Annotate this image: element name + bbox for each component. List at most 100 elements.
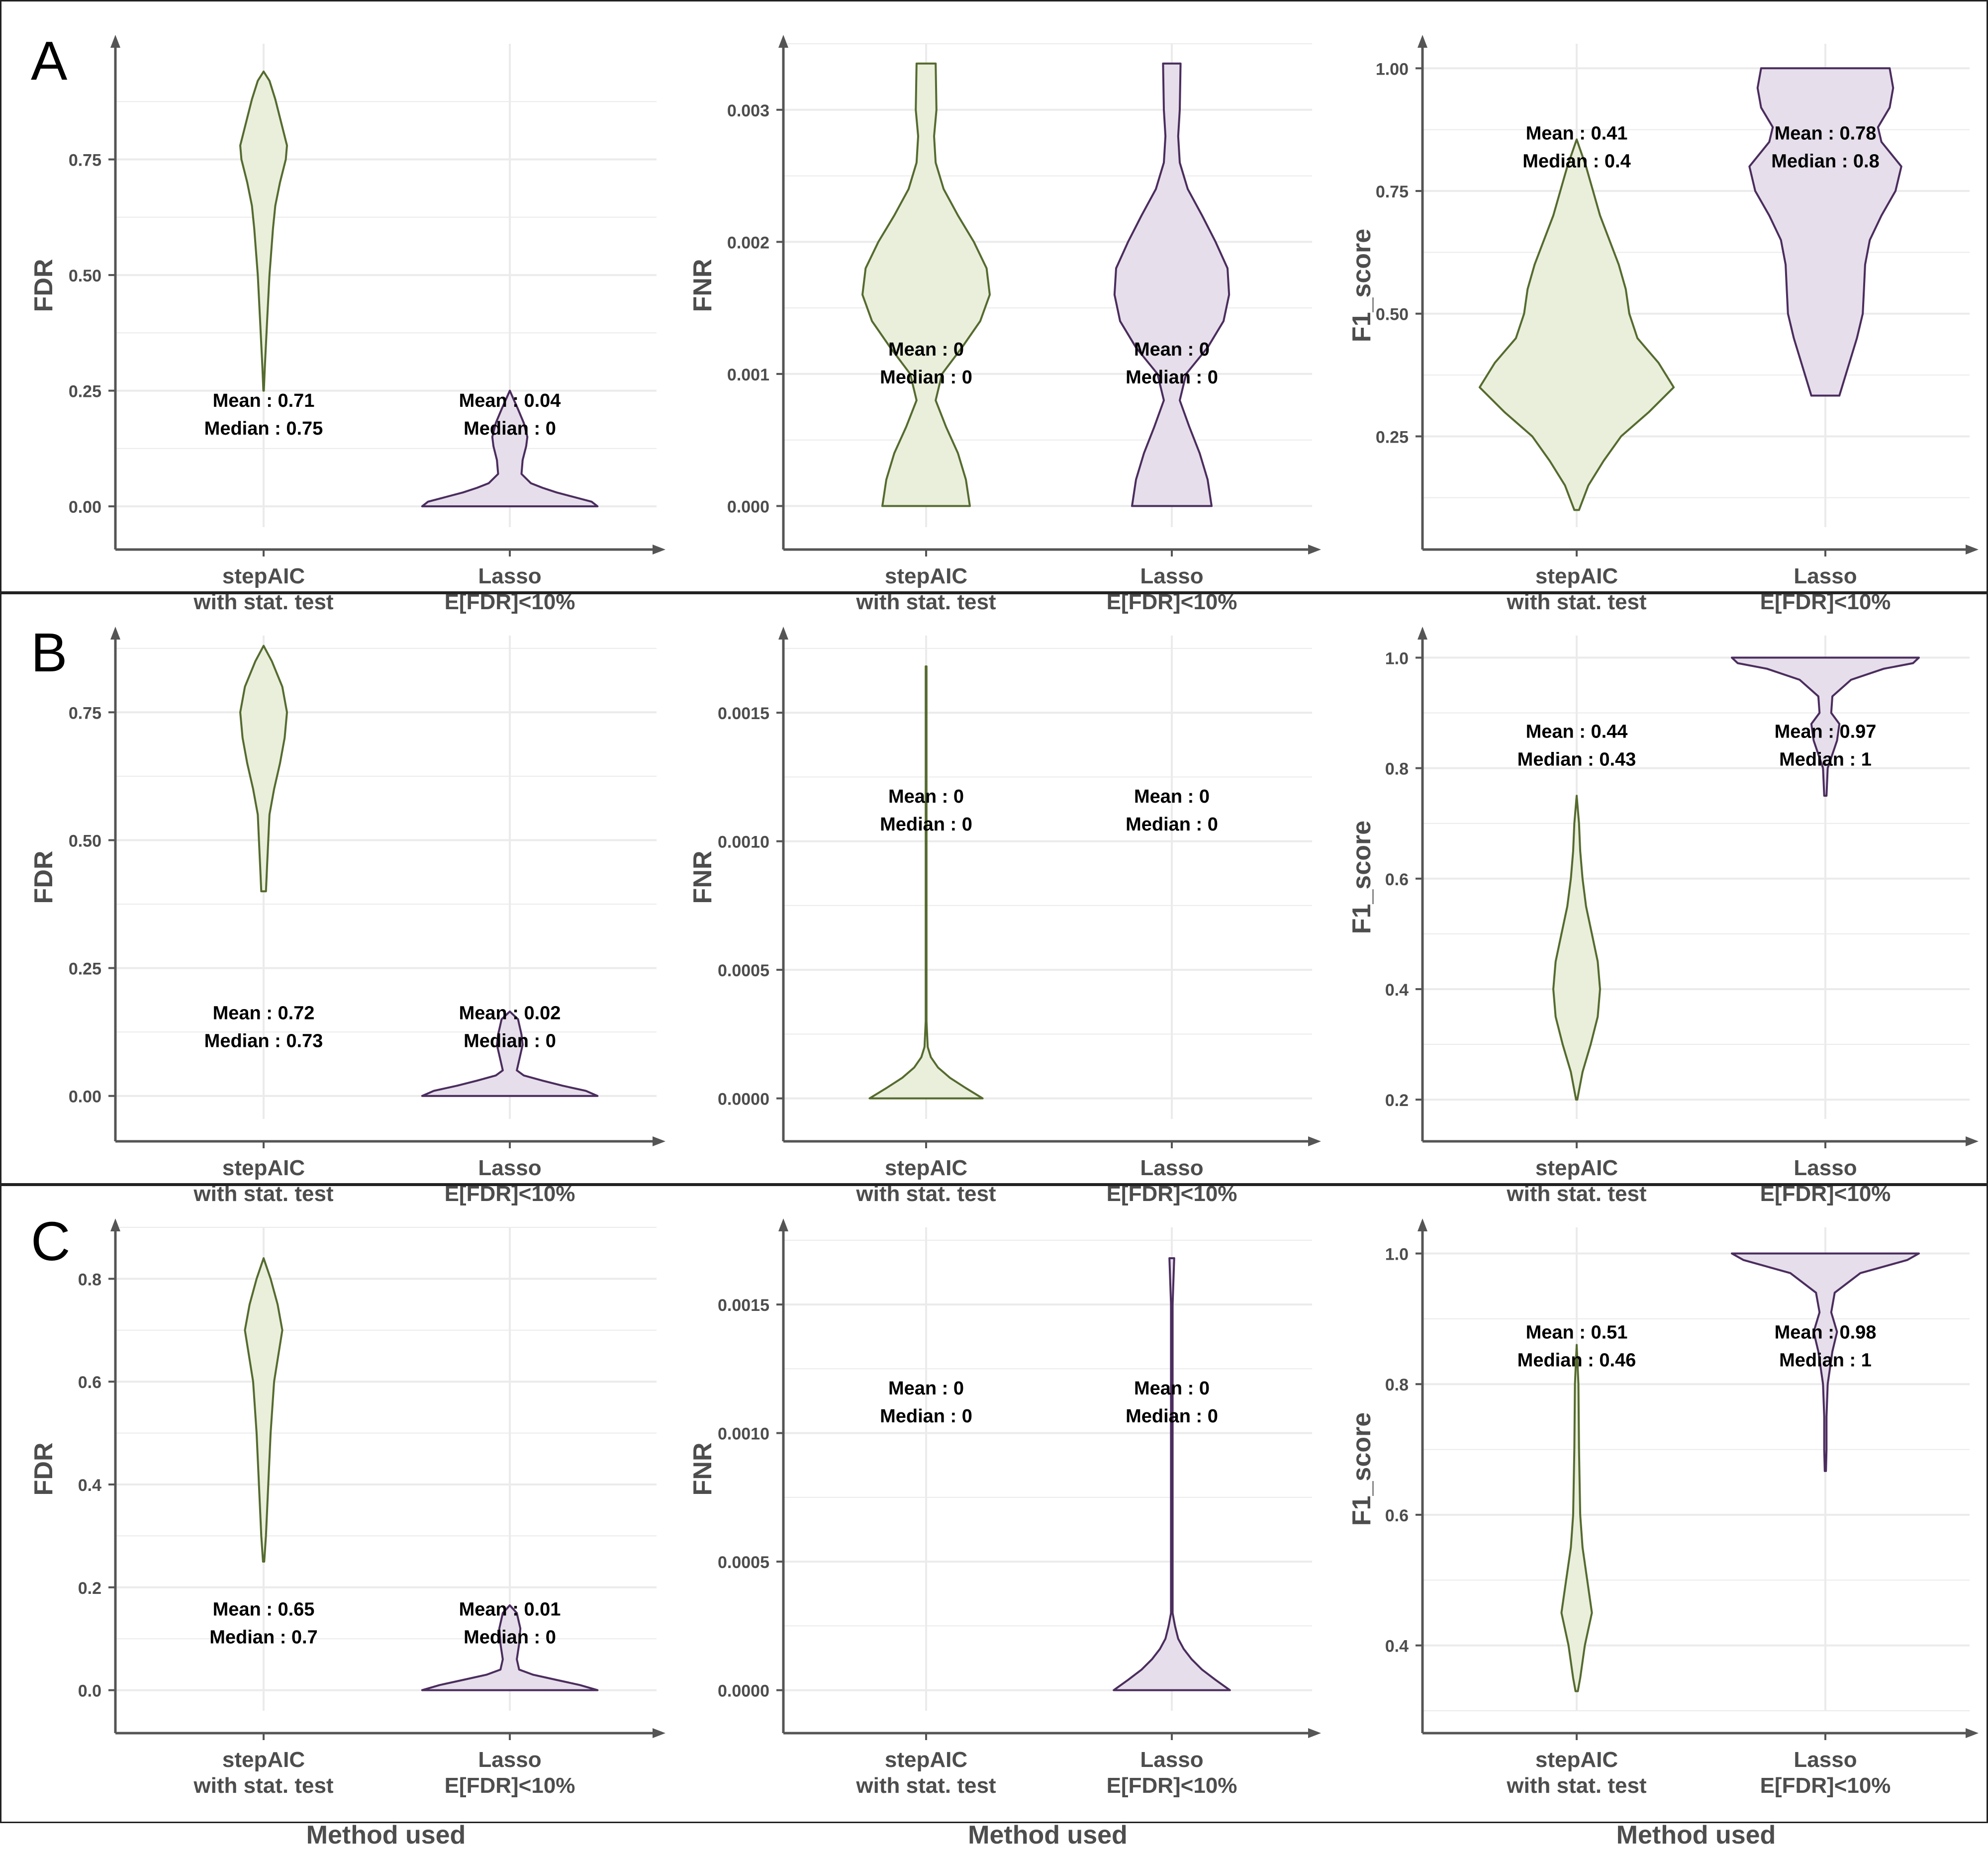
x-category-label: stepAIC [1535, 1748, 1618, 1772]
y-axis-title: FNR [688, 259, 717, 312]
y-axis-arrow [110, 627, 120, 640]
y-tick-label: 0.0005 [718, 961, 769, 980]
violin-lasso [1113, 1257, 1231, 1691]
row-frame-c [0, 1185, 1988, 1823]
y-tick-label: 0.0005 [718, 1553, 769, 1572]
x-category-label: E[FDR]<10% [1760, 1773, 1891, 1798]
x-axis-arrow [1308, 1728, 1321, 1738]
x-category-label: Lasso [1140, 1748, 1203, 1772]
y-axis-arrow [1418, 627, 1427, 640]
mean-label: Mean : 0 [888, 339, 964, 360]
violin-stepaic [239, 70, 288, 392]
violin-lasso [421, 389, 599, 508]
y-tick-label: 0.8 [78, 1270, 101, 1289]
median-label: Median : 0 [464, 1627, 556, 1648]
mean-label: Mean : 0.98 [1775, 1322, 1877, 1343]
x-category-label: stepAIC [222, 564, 305, 588]
y-tick-label: 0.8 [1385, 760, 1409, 779]
y-tick-label: 0.00 [69, 1088, 101, 1107]
x-axis-arrow [1308, 1136, 1321, 1146]
y-axis-title: FNR [688, 851, 717, 904]
x-category-label: E[FDR]<10% [445, 1773, 575, 1798]
y-tick-label: 0.6 [1385, 1506, 1409, 1525]
x-category-label: Lasso [1140, 1156, 1203, 1180]
y-tick-label: 0.4 [1385, 1637, 1409, 1656]
x-category-label: with stat. test [1506, 1773, 1646, 1798]
violin-lasso [1731, 656, 1920, 797]
median-label: Median : 0.75 [204, 418, 323, 439]
y-axis-title: F1_score [1347, 1412, 1376, 1526]
x-category-label: stepAIC [222, 1156, 305, 1180]
median-label: Median : 0 [464, 1030, 556, 1051]
mean-label: Mean : 0 [1134, 786, 1210, 807]
row-letter-b: B [31, 622, 68, 683]
median-label: Median : 0.7 [209, 1627, 318, 1648]
x-category-label: stepAIC [885, 564, 967, 588]
y-tick-label: 0.002 [727, 233, 769, 252]
y-axis-arrow [110, 35, 120, 48]
violin-stepaic [868, 665, 984, 1100]
median-label: Median : 1 [1779, 749, 1872, 770]
mean-label: Mean : 0 [1134, 1378, 1210, 1399]
median-label: Median : 0 [1126, 367, 1218, 388]
violin-stepaic [861, 62, 991, 507]
violin-lasso [421, 1011, 599, 1097]
violin-stepaic [244, 1257, 284, 1563]
y-axis-title: FDR [29, 851, 58, 904]
x-axis-arrow [653, 1728, 665, 1738]
median-label: Median : 0.4 [1522, 151, 1631, 172]
x-axis-arrow [653, 545, 665, 555]
y-tick-label: 0.0010 [718, 1425, 769, 1444]
violin-stepaic [239, 645, 288, 893]
violin-stepaic [1478, 138, 1675, 511]
violin-lasso [421, 1604, 599, 1691]
x-category-label: with stat. test [193, 1773, 333, 1798]
y-tick-label: 0.50 [69, 832, 101, 850]
y-tick-label: 1.0 [1385, 649, 1409, 668]
x-axis-arrow [1308, 545, 1321, 555]
x-category-label: stepAIC [222, 1748, 305, 1772]
mean-label: Mean : 0.51 [1526, 1322, 1628, 1343]
mean-label: Mean : 0 [888, 1378, 964, 1399]
x-category-label: Lasso [1794, 1156, 1857, 1180]
median-label: Median : 0.73 [204, 1030, 323, 1051]
mean-label: Mean : 0.01 [459, 1599, 561, 1620]
y-tick-label: 0.4 [1385, 981, 1409, 1000]
y-tick-label: 0.25 [69, 960, 101, 979]
x-category-label: Lasso [478, 1748, 541, 1772]
violin-stepaic [1552, 795, 1601, 1101]
y-tick-label: 0.75 [69, 704, 101, 723]
median-label: Median : 0.8 [1771, 151, 1880, 172]
y-tick-label: 0.0010 [718, 833, 769, 852]
y-axis-arrow [778, 35, 788, 48]
y-tick-label: 1.0 [1385, 1245, 1409, 1264]
y-tick-label: 0.00 [69, 498, 101, 517]
violin-lasso [1731, 1252, 1920, 1472]
y-tick-label: 0.0000 [718, 1682, 769, 1701]
y-axis-title: FNR [688, 1443, 717, 1496]
y-axis-arrow [1418, 35, 1427, 48]
y-tick-label: 0.6 [78, 1373, 101, 1392]
x-category-label: E[FDR]<10% [1107, 1773, 1237, 1798]
x-category-label: Lasso [478, 1156, 541, 1180]
row-frame-b [0, 593, 1988, 1185]
median-label: Median : 0 [880, 814, 972, 835]
x-axis-arrow [1966, 545, 1979, 555]
y-tick-label: 0.2 [78, 1579, 101, 1598]
x-axis-title: Method used [1616, 1821, 1776, 1850]
median-label: Median : 0 [880, 1406, 972, 1427]
x-axis-arrow [653, 1136, 665, 1146]
y-axis-title: F1_score [1347, 229, 1376, 342]
y-tick-label: 0.8 [1385, 1376, 1409, 1394]
x-axis-title: Method used [306, 1821, 466, 1850]
mean-label: Mean : 0.02 [459, 1003, 561, 1023]
x-category-label: stepAIC [885, 1156, 967, 1180]
x-axis-title: Method used [968, 1821, 1128, 1850]
mean-label: Mean : 0.72 [213, 1003, 315, 1023]
y-tick-label: 0.6 [1385, 870, 1409, 889]
y-tick-label: 0.2 [1385, 1091, 1409, 1110]
x-category-label: Lasso [478, 564, 541, 588]
violin-lasso [1748, 67, 1902, 397]
